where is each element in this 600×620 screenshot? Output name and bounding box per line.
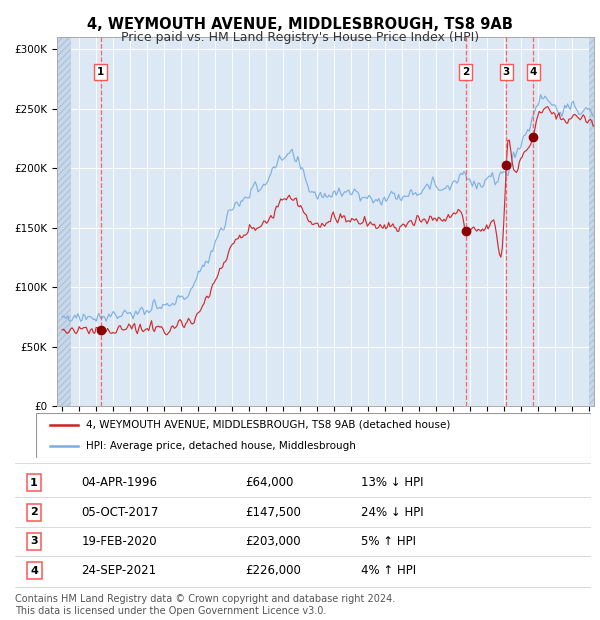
Text: £147,500: £147,500 bbox=[245, 505, 301, 518]
Text: 24-SEP-2021: 24-SEP-2021 bbox=[81, 564, 157, 577]
Text: 5% ↑ HPI: 5% ↑ HPI bbox=[361, 535, 416, 548]
Text: 4: 4 bbox=[30, 565, 38, 575]
Text: 2: 2 bbox=[30, 507, 38, 517]
Text: 1: 1 bbox=[30, 478, 38, 488]
Bar bbox=[589, 37, 594, 406]
Bar bbox=[57, 37, 71, 406]
Text: 3: 3 bbox=[503, 67, 510, 78]
Text: 2: 2 bbox=[462, 67, 469, 78]
Text: 3: 3 bbox=[30, 536, 38, 546]
FancyBboxPatch shape bbox=[36, 413, 591, 458]
Text: 4% ↑ HPI: 4% ↑ HPI bbox=[361, 564, 416, 577]
Text: 04-APR-1996: 04-APR-1996 bbox=[81, 476, 157, 489]
Text: £226,000: £226,000 bbox=[245, 564, 301, 577]
Text: 19-FEB-2020: 19-FEB-2020 bbox=[81, 535, 157, 548]
Text: 24% ↓ HPI: 24% ↓ HPI bbox=[361, 505, 423, 518]
Text: 13% ↓ HPI: 13% ↓ HPI bbox=[361, 476, 423, 489]
Text: 05-OCT-2017: 05-OCT-2017 bbox=[81, 505, 158, 518]
Text: HPI: Average price, detached house, Middlesbrough: HPI: Average price, detached house, Midd… bbox=[86, 440, 356, 451]
Text: £203,000: £203,000 bbox=[245, 535, 301, 548]
Text: £64,000: £64,000 bbox=[245, 476, 294, 489]
Text: 4: 4 bbox=[530, 67, 537, 78]
Text: 1: 1 bbox=[97, 67, 104, 78]
Text: 4, WEYMOUTH AVENUE, MIDDLESBROUGH, TS8 9AB: 4, WEYMOUTH AVENUE, MIDDLESBROUGH, TS8 9… bbox=[87, 17, 513, 32]
Text: 4, WEYMOUTH AVENUE, MIDDLESBROUGH, TS8 9AB (detached house): 4, WEYMOUTH AVENUE, MIDDLESBROUGH, TS8 9… bbox=[86, 420, 451, 430]
Text: Price paid vs. HM Land Registry's House Price Index (HPI): Price paid vs. HM Land Registry's House … bbox=[121, 31, 479, 44]
Text: Contains HM Land Registry data © Crown copyright and database right 2024.
This d: Contains HM Land Registry data © Crown c… bbox=[15, 594, 395, 616]
